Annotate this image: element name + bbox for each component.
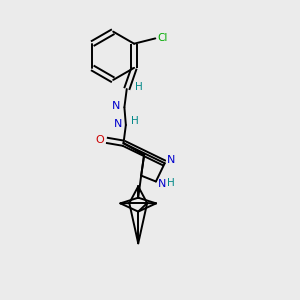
Text: N: N bbox=[167, 155, 176, 165]
Text: H: H bbox=[135, 82, 142, 92]
Text: N: N bbox=[112, 101, 120, 111]
Text: N: N bbox=[113, 119, 122, 129]
Text: H: H bbox=[131, 116, 139, 126]
Text: N: N bbox=[158, 179, 166, 190]
Text: H: H bbox=[167, 178, 175, 188]
Text: O: O bbox=[96, 135, 104, 145]
Text: Cl: Cl bbox=[158, 33, 168, 43]
